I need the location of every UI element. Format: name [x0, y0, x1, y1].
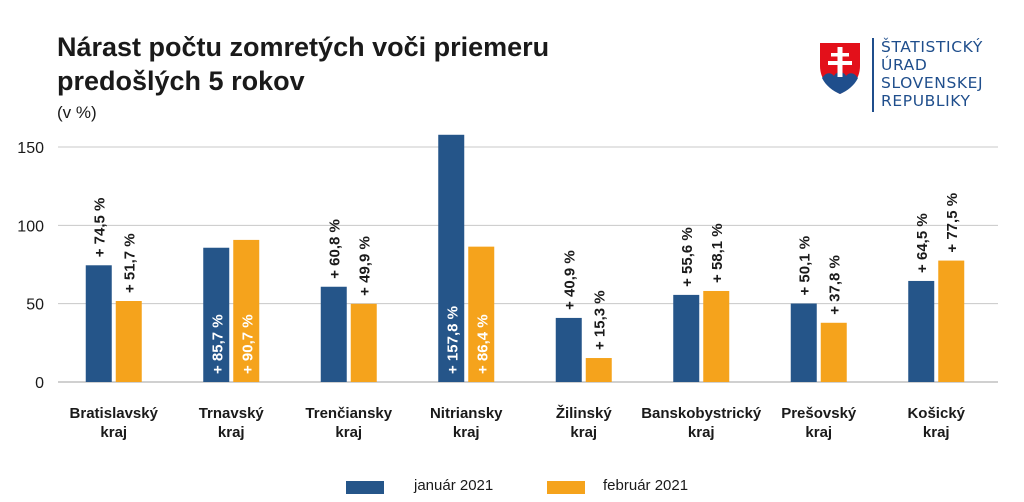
bar [555, 317, 582, 382]
logo-text-line-4: REPUBLIKY [881, 92, 971, 110]
category-label-line: Nitriansky [430, 405, 503, 422]
category-label-line: kraj [335, 424, 362, 441]
bar [673, 294, 700, 382]
logo-text-line-2: ÚRAD [881, 56, 928, 74]
category-label: Košický kraj [907, 405, 965, 441]
data-label: + 40,9 % [562, 250, 579, 310]
data-label: + 49,9 % [357, 236, 374, 296]
data-label: + 37,8 % [827, 255, 844, 315]
bar [233, 239, 260, 382]
bar [85, 265, 112, 382]
category-label-line: Trnavský [199, 405, 265, 422]
bar [585, 358, 612, 382]
bar [115, 301, 142, 382]
bar [438, 134, 465, 382]
cross-upper-bar [831, 53, 849, 57]
data-label: + 51,7 % [122, 233, 139, 293]
y-tick-label: 0 [35, 375, 44, 392]
data-label: + 50,1 % [797, 236, 814, 296]
legend-swatch-february [547, 481, 585, 494]
data-label: + 64,5 % [914, 213, 931, 273]
category-label-line: kraj [805, 424, 832, 441]
data-label: + 85,7 % [209, 314, 226, 374]
data-label: + 77,5 % [944, 193, 961, 253]
category-label: Trnavský kraj [199, 405, 265, 441]
category-label: Prešovský kraj [781, 405, 857, 441]
category-label: Bratislavský kraj [70, 405, 159, 441]
bar [350, 303, 377, 382]
data-label: + 15,3 % [592, 290, 609, 350]
data-label: + 86,4 % [474, 314, 491, 374]
logo-divider [872, 38, 874, 112]
category-label-line: Bratislavský [70, 405, 159, 422]
logo-text-line-1: ŠTATISTICKÝ [881, 38, 983, 56]
category-label-line: Prešovský [781, 405, 857, 422]
data-label: + 60,8 % [327, 219, 344, 279]
logo-text: ŠTATISTICKÝ ÚRAD SLOVENSKEJ REPUBLIKY [881, 38, 983, 110]
y-tick-label: 150 [17, 140, 44, 157]
shield-hills [822, 72, 858, 94]
data-label: + 55,6 % [679, 227, 696, 287]
category-label: Nitriansky kraj [430, 405, 503, 441]
bar [468, 246, 495, 382]
legend-label-january: január 2021 [414, 477, 494, 494]
data-label: + 58,1 % [709, 223, 726, 283]
chart-title: Nárast počtu zomretých voči priemeru pre… [57, 30, 549, 98]
bar [938, 260, 965, 382]
y-tick-label: 50 [26, 297, 44, 314]
y-tick-label: 100 [17, 218, 44, 235]
category-label: Trenčiansky kraj [305, 405, 392, 441]
logo-text-line-3: SLOVENSKEJ [881, 74, 984, 92]
cross-lower-bar [828, 61, 852, 65]
category-label-line: Žilinský [556, 404, 613, 422]
bar [790, 303, 817, 382]
bar [703, 290, 730, 382]
data-label: + 157,8 % [444, 306, 461, 374]
bar [820, 322, 847, 382]
legend-swatch-january [346, 481, 384, 494]
category-label-line: kraj [218, 424, 245, 441]
data-label: + 90,7 % [239, 314, 256, 374]
data-label: + 74,5 % [92, 198, 109, 258]
category-label-line: kraj [570, 424, 597, 441]
unit-label: (v %) [57, 103, 97, 122]
category-label-line: Košický [907, 405, 965, 422]
category-label-line: kraj [688, 424, 715, 441]
chart-title-line-1: Nárast počtu zomretých voči priemeru [57, 32, 550, 62]
chart-title-line-2: predošlých 5 rokov [57, 66, 305, 96]
bar [320, 286, 347, 382]
category-label-line: kraj [453, 424, 480, 441]
bar [908, 280, 935, 382]
category-label-line: kraj [923, 424, 950, 441]
category-label-line: Trenčiansky [305, 405, 392, 422]
slovak-coat-of-arms-icon [816, 39, 864, 98]
category-label: Banskobystrický kraj [641, 405, 762, 441]
category-label-line: kraj [100, 424, 127, 441]
statistical-office-logo: ŠTATISTICKÝ ÚRAD SLOVENSKEJ REPUBLIKY [815, 38, 1005, 118]
bar-chart: 0 50 100 150 + 74,5 % + 51,7 % Bratislavský kra… [17, 134, 998, 441]
legend-label-february: február 2021 [603, 477, 689, 494]
category-label-line: Banskobystrický [641, 405, 762, 422]
bar [203, 247, 230, 382]
category-label: Žilinský kraj [556, 404, 613, 441]
